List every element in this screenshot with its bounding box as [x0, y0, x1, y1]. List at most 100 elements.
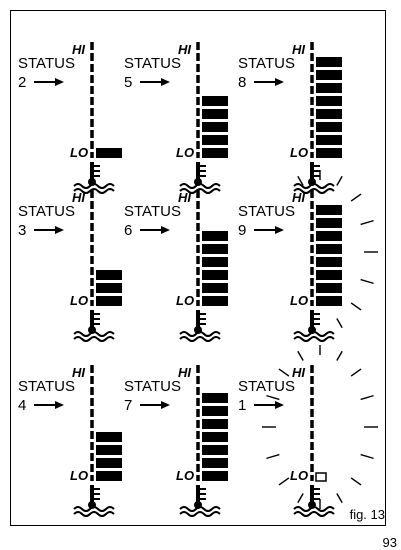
arrow-head-icon [275, 401, 284, 409]
level-segment [96, 458, 122, 468]
lo-label: LO [70, 468, 88, 483]
warning-rays [297, 170, 378, 329]
page-number: 93 [382, 535, 397, 550]
level-segment [316, 296, 342, 306]
status-number: 2 [18, 74, 26, 91]
hi-label: HI [72, 190, 85, 205]
level-segment [96, 296, 122, 306]
status-word: STATUS [18, 378, 75, 395]
hi-label: HI [292, 190, 305, 205]
status-number: 9 [238, 222, 246, 239]
level-segment [202, 471, 228, 481]
status-word: STATUS [124, 378, 181, 395]
level-segment [316, 231, 342, 241]
coolant-temp-icon [179, 310, 221, 342]
level-segment [202, 406, 228, 416]
status-panel-2: STATUS 2 HI LO [18, 42, 122, 194]
status-panel-1: STATUS 1 HI LO [238, 345, 378, 517]
lo-label: LO [290, 468, 308, 483]
level-segment [315, 472, 327, 482]
level-segment [202, 445, 228, 455]
status-panel-4: STATUS 4 HI LO [18, 365, 122, 517]
level-segment [316, 109, 342, 119]
status-panel-5: STATUS 5 HI LO [124, 42, 228, 194]
coolant-temp-icon [73, 162, 115, 194]
level-segment [96, 283, 122, 293]
status-panel-9: STATUS 9 HI LO [238, 170, 378, 342]
level-segment [202, 231, 228, 241]
level-segment [202, 148, 228, 158]
lo-label: LO [290, 145, 308, 160]
level-segment [202, 296, 228, 306]
arrow-head-icon [161, 78, 170, 86]
coolant-temp-icon [73, 310, 115, 342]
level-segment [316, 70, 342, 80]
level-segment [316, 205, 342, 215]
level-segment [202, 393, 228, 403]
level-segment [202, 122, 228, 132]
status-number: 6 [124, 222, 132, 239]
coolant-temp-icon [73, 485, 115, 517]
level-segment [316, 270, 342, 280]
level-segment [316, 244, 342, 254]
lo-label: LO [290, 293, 308, 308]
status-word: STATUS [238, 55, 295, 72]
level-segment [202, 244, 228, 254]
level-segment [316, 83, 342, 93]
level-segment [316, 96, 342, 106]
level-segment [202, 257, 228, 267]
hi-label: HI [72, 42, 85, 57]
status-panel-3: STATUS 3 HI LO [18, 190, 122, 342]
level-segment [316, 218, 342, 228]
lo-label: LO [176, 145, 194, 160]
status-number: 1 [238, 397, 246, 414]
hi-label: HI [292, 365, 305, 380]
arrow-head-icon [55, 78, 64, 86]
level-segment [316, 283, 342, 293]
status-word: STATUS [18, 55, 75, 72]
level-segment [202, 283, 228, 293]
level-segment [96, 148, 122, 158]
level-segment [96, 445, 122, 455]
status-number: 4 [18, 397, 26, 414]
level-segment [316, 122, 342, 132]
level-segment [316, 148, 342, 158]
level-segment [96, 471, 122, 481]
coolant-temp-icon [293, 162, 335, 194]
status-word: STATUS [18, 203, 75, 220]
coolant-temp-icon [179, 162, 221, 194]
arrow-head-icon [161, 401, 170, 409]
level-segment [96, 270, 122, 280]
status-panel-8: STATUS 8 HI LO [238, 42, 342, 194]
level-segment [202, 96, 228, 106]
figure-frame [10, 10, 386, 526]
hi-label: HI [178, 190, 191, 205]
lo-label: LO [176, 293, 194, 308]
status-panel-7: STATUS 7 HI LO [124, 365, 228, 517]
status-word: STATUS [238, 203, 295, 220]
level-segment [96, 432, 122, 442]
lo-label: LO [176, 468, 194, 483]
lo-label: LO [70, 293, 88, 308]
status-number: 3 [18, 222, 26, 239]
hi-label: HI [178, 365, 191, 380]
status-word: STATUS [238, 378, 295, 395]
status-word: STATUS [124, 203, 181, 220]
warning-rays [262, 345, 378, 509]
coolant-temp-icon [293, 310, 335, 342]
arrow-head-icon [55, 401, 64, 409]
figure-label: fig. 13 [349, 507, 385, 522]
level-segment [316, 57, 342, 67]
level-segment [202, 109, 228, 119]
level-segment [202, 270, 228, 280]
coolant-temp-icon [293, 485, 335, 517]
arrow-head-icon [275, 78, 284, 86]
hi-label: HI [292, 42, 305, 57]
coolant-temp-icon [179, 485, 221, 517]
level-segment [316, 135, 342, 145]
lo-label: LO [70, 145, 88, 160]
status-word: STATUS [124, 55, 181, 72]
status-panel-6: STATUS 6 HI LO [124, 190, 228, 342]
status-number: 7 [124, 397, 132, 414]
